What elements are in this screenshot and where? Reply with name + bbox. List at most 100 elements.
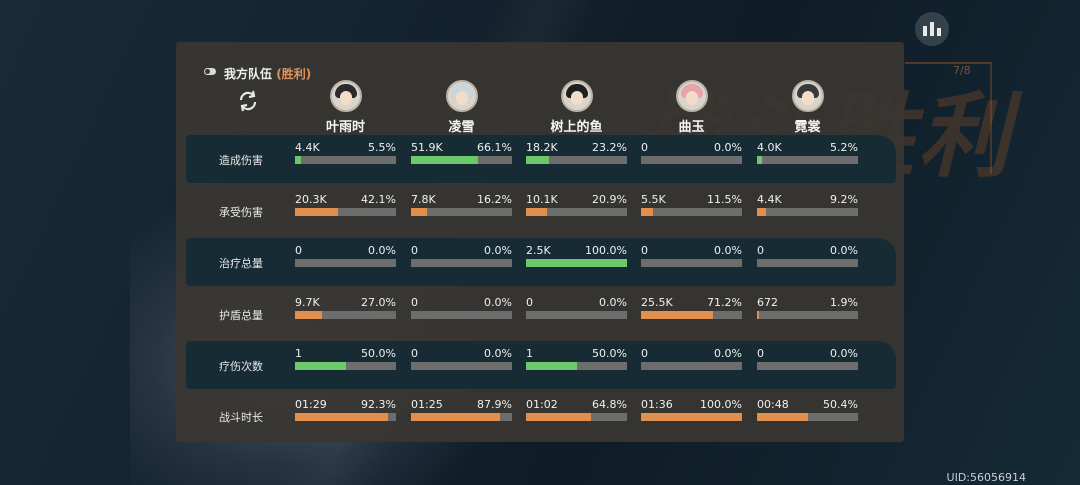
stat-bar: [411, 413, 512, 421]
stat-value: 00:48: [757, 398, 789, 411]
stat-percent: 66.1%: [477, 141, 512, 154]
stat-bar: [526, 208, 627, 216]
stat-bar: [295, 413, 396, 421]
stat-bar: [757, 413, 858, 421]
avatar-face: [801, 91, 814, 105]
stat-percent: 64.8%: [592, 398, 627, 411]
stat-row: 护盾总量 9.7K 27.0% 0 0.0% 0 0.0% 25.5K 71.2% 672 1.9%: [186, 290, 896, 338]
stat-value: 0: [757, 244, 764, 257]
stat-bar: [295, 259, 396, 267]
stat-bar: [757, 362, 858, 370]
stat-value: 4.4K: [295, 141, 320, 154]
stat-value: 01:25: [411, 398, 443, 411]
bar-chart-icon[interactable]: [915, 12, 949, 46]
stat-percent: 100.0%: [585, 244, 627, 257]
stat-bar-fill: [641, 413, 742, 421]
stat-value: 0: [411, 347, 418, 360]
stat-value: 5.5K: [641, 193, 666, 206]
avatar[interactable]: [791, 80, 824, 112]
stat-bar: [411, 208, 512, 216]
stat-value: 01:02: [526, 398, 558, 411]
stat-value: 672: [757, 296, 778, 309]
avatar[interactable]: [560, 80, 593, 112]
player-4[interactable]: 曲玉: [641, 80, 742, 135]
avatar-face: [570, 91, 583, 105]
stat-percent: 0.0%: [714, 141, 742, 154]
stat-label: 造成伤害: [219, 154, 263, 167]
stat-value: 0: [295, 244, 302, 257]
stat-value: 25.5K: [641, 296, 673, 309]
stat-value: 1: [295, 347, 302, 360]
stat-percent: 50.0%: [361, 347, 396, 360]
stat-percent: 0.0%: [830, 347, 858, 360]
stat-bar: [526, 311, 627, 319]
stat-value: 9.7K: [295, 296, 320, 309]
decorative-frame: [905, 62, 992, 174]
stat-value: 2.5K: [526, 244, 551, 257]
stat-bar: [641, 362, 742, 370]
stat-row: 造成伤害 4.4K 5.5% 51.9K 66.1% 18.2K 23.2% 0 0.0% 4.0…: [186, 135, 896, 183]
stat-bar: [641, 208, 742, 216]
avatar-face: [685, 91, 698, 105]
stat-label: 承受伤害: [219, 206, 263, 219]
stat-value: 0: [757, 347, 764, 360]
stat-value: 20.3K: [295, 193, 327, 206]
stat-bar-fill: [295, 156, 301, 164]
stat-value: 01:36: [641, 398, 673, 411]
stat-percent: 11.5%: [707, 193, 742, 206]
stat-bar: [641, 259, 742, 267]
avatar[interactable]: [675, 80, 708, 112]
stat-bar-fill: [757, 156, 763, 164]
stat-bar: [526, 362, 627, 370]
stat-value: 0: [641, 141, 648, 154]
stat-value: 0: [526, 296, 533, 309]
stat-percent: 1.9%: [830, 296, 858, 309]
stat-bar: [411, 311, 512, 319]
player-name: 树上的鱼: [550, 120, 603, 135]
stat-percent: 0.0%: [714, 244, 742, 257]
stat-label: 疗伤次数: [219, 360, 263, 373]
avatar[interactable]: [445, 80, 478, 112]
stat-percent: 87.9%: [477, 398, 512, 411]
stat-percent: 0.0%: [484, 347, 512, 360]
player-1[interactable]: 叶雨时: [295, 80, 396, 135]
battle-stats-panel: 我方队伍 (胜利) 叶雨时 凌雪 树上的鱼 曲玉 霓裳 造成伤害 4.4K 5.5% 51.9…: [176, 42, 904, 442]
toggle-icon[interactable]: [204, 68, 216, 75]
stat-value: 51.9K: [411, 141, 443, 154]
stat-bar: [757, 208, 858, 216]
stat-value: 01:29: [295, 398, 327, 411]
team-label-text: 我方队伍: [224, 67, 273, 81]
player-2[interactable]: 凌雪: [411, 80, 512, 135]
stat-bar-fill: [411, 208, 428, 216]
player-5[interactable]: 霓裳: [757, 80, 858, 135]
stat-value: 0: [411, 244, 418, 257]
stat-percent: 0.0%: [484, 296, 512, 309]
stat-bar: [757, 156, 858, 164]
stat-percent: 5.2%: [830, 141, 858, 154]
stat-bar-fill: [295, 311, 323, 319]
stat-value: 18.2K: [526, 141, 558, 154]
team-result: (胜利): [276, 67, 312, 81]
stat-bar: [757, 311, 858, 319]
stat-percent: 20.9%: [592, 193, 627, 206]
stat-value: 4.0K: [757, 141, 782, 154]
stat-label: 护盾总量: [219, 309, 263, 322]
avatar[interactable]: [329, 80, 362, 112]
stat-bar-fill: [411, 413, 500, 421]
stat-percent: 50.0%: [592, 347, 627, 360]
stat-bar-fill: [526, 156, 550, 164]
player-name: 叶雨时: [325, 120, 365, 135]
stat-bar-fill: [526, 259, 627, 267]
stat-value: 10.1K: [526, 193, 558, 206]
refresh-icon[interactable]: [236, 89, 260, 113]
stat-row: 承受伤害 20.3K 42.1% 7.8K 16.2% 10.1K 20.9% 5.5K 11.…: [186, 187, 896, 235]
player-3[interactable]: 树上的鱼: [526, 80, 627, 135]
stat-bar: [295, 311, 396, 319]
stat-value: 1: [526, 347, 533, 360]
stat-bar-fill: [757, 311, 759, 319]
stat-bar: [757, 259, 858, 267]
uid-label: UID:56056914: [946, 471, 1026, 484]
stat-percent: 71.2%: [707, 296, 742, 309]
stat-label: 治疗总量: [219, 257, 263, 270]
stat-bar: [411, 156, 512, 164]
